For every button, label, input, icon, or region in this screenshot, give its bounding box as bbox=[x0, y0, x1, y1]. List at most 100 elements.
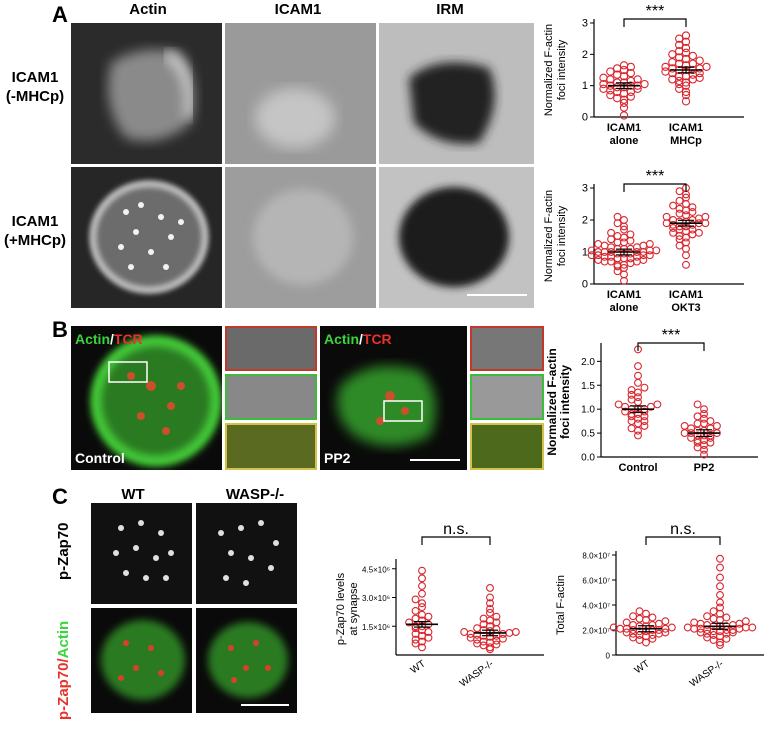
data-point bbox=[492, 612, 501, 621]
data-point bbox=[668, 75, 677, 84]
data-point bbox=[645, 251, 654, 260]
data-point bbox=[600, 248, 609, 256]
label-pp2-image: PP2 bbox=[324, 450, 351, 466]
y-tick-label: 3 bbox=[582, 183, 588, 195]
y-axis-label: foci intensity bbox=[556, 39, 568, 100]
significance-bracket bbox=[623, 18, 687, 27]
row-header-minus-mhcp: ICAM1 (-MHCp) bbox=[5, 69, 65, 105]
data-point bbox=[700, 450, 708, 459]
data-point bbox=[682, 193, 690, 202]
data-point bbox=[498, 634, 507, 643]
data-point bbox=[741, 617, 750, 626]
data-point bbox=[716, 582, 724, 591]
data-point bbox=[460, 628, 469, 636]
data-point bbox=[700, 410, 708, 418]
data-point bbox=[599, 79, 608, 89]
data-point bbox=[661, 67, 670, 76]
data-point bbox=[716, 603, 724, 612]
data-point bbox=[600, 241, 609, 250]
micrograph-pp2-merge bbox=[320, 326, 467, 470]
data-point bbox=[642, 638, 650, 647]
data-point bbox=[639, 256, 648, 264]
data-point bbox=[635, 607, 644, 616]
data-point bbox=[683, 623, 692, 632]
col-header-icam1: ICAM1 bbox=[274, 1, 322, 18]
category-label: ICAM1 bbox=[607, 122, 641, 134]
inset-control-actin bbox=[225, 374, 317, 420]
y-axis-label: Total F-actin bbox=[555, 575, 567, 635]
data-point bbox=[634, 378, 642, 387]
data-point bbox=[633, 75, 642, 84]
y-axis-label: p-Zap70 levels bbox=[335, 572, 347, 645]
category-label: WASP-/- bbox=[458, 658, 496, 689]
data-point bbox=[473, 624, 482, 633]
micrograph-wasp-pzap70 bbox=[196, 503, 297, 604]
inset-control-tcr bbox=[225, 326, 317, 371]
data-point bbox=[620, 276, 628, 285]
data-point bbox=[629, 612, 638, 621]
micrograph-actin-minus-mhcp bbox=[71, 23, 222, 164]
data-point bbox=[667, 623, 676, 632]
data-point bbox=[653, 400, 662, 409]
data-point bbox=[675, 196, 684, 205]
data-point bbox=[511, 628, 520, 636]
data-point bbox=[700, 405, 708, 414]
data-point bbox=[693, 400, 702, 409]
data-point bbox=[418, 589, 426, 598]
micrograph-control-merge bbox=[71, 326, 222, 470]
data-point bbox=[694, 214, 703, 223]
y-tick-label: 8.0×10⁷ bbox=[582, 552, 610, 561]
significance-bracket bbox=[623, 183, 687, 192]
data-point bbox=[634, 426, 642, 435]
data-point bbox=[479, 614, 488, 623]
data-point bbox=[652, 246, 661, 255]
data-point bbox=[632, 243, 641, 252]
y-tick-label: 2 bbox=[582, 215, 588, 227]
category-label: WT bbox=[633, 658, 652, 676]
data-point bbox=[716, 573, 724, 582]
data-point bbox=[701, 212, 710, 221]
micrograph-actin-plus-mhcp bbox=[71, 167, 222, 308]
data-point bbox=[694, 228, 703, 237]
y-tick-label: 0 bbox=[606, 652, 611, 661]
row-header-pzap70: p-Zap70 bbox=[55, 522, 72, 580]
data-point bbox=[716, 609, 724, 618]
data-point bbox=[728, 621, 737, 629]
data-point bbox=[418, 643, 426, 652]
category-label: OKT3 bbox=[671, 302, 700, 314]
data-point bbox=[716, 554, 724, 563]
y-tick-label: 0.5 bbox=[581, 429, 595, 440]
data-point bbox=[607, 235, 616, 244]
data-point bbox=[661, 62, 670, 72]
data-point bbox=[675, 34, 684, 43]
data-point bbox=[639, 241, 648, 250]
data-point bbox=[693, 412, 702, 421]
data-point bbox=[680, 429, 689, 438]
data-point bbox=[424, 612, 433, 621]
data-point bbox=[682, 206, 690, 215]
data-point bbox=[607, 243, 616, 252]
data-point bbox=[709, 636, 718, 644]
category-label: ICAM1 bbox=[669, 122, 703, 134]
data-point bbox=[620, 225, 628, 234]
y-tick-label: 1 bbox=[582, 80, 588, 92]
data-point bbox=[669, 201, 678, 210]
data-point bbox=[703, 633, 712, 642]
data-point bbox=[599, 73, 608, 82]
significance-bracket bbox=[637, 342, 705, 351]
data-point bbox=[648, 634, 657, 643]
overlay-label-control: Actin/TCR bbox=[75, 331, 143, 347]
data-point bbox=[620, 270, 628, 279]
y-axis-label: at synapse bbox=[348, 582, 360, 635]
data-point bbox=[682, 233, 690, 242]
data-point bbox=[681, 43, 691, 53]
data-point bbox=[682, 200, 690, 208]
data-point bbox=[505, 629, 514, 637]
y-tick-label: 3 bbox=[582, 18, 588, 30]
data-point bbox=[613, 238, 622, 247]
data-point bbox=[587, 251, 596, 260]
y-tick-label: 1.0 bbox=[581, 405, 595, 416]
data-point bbox=[654, 619, 663, 628]
inset-pp2-tcr bbox=[470, 326, 544, 371]
category-label: WT bbox=[409, 658, 428, 676]
